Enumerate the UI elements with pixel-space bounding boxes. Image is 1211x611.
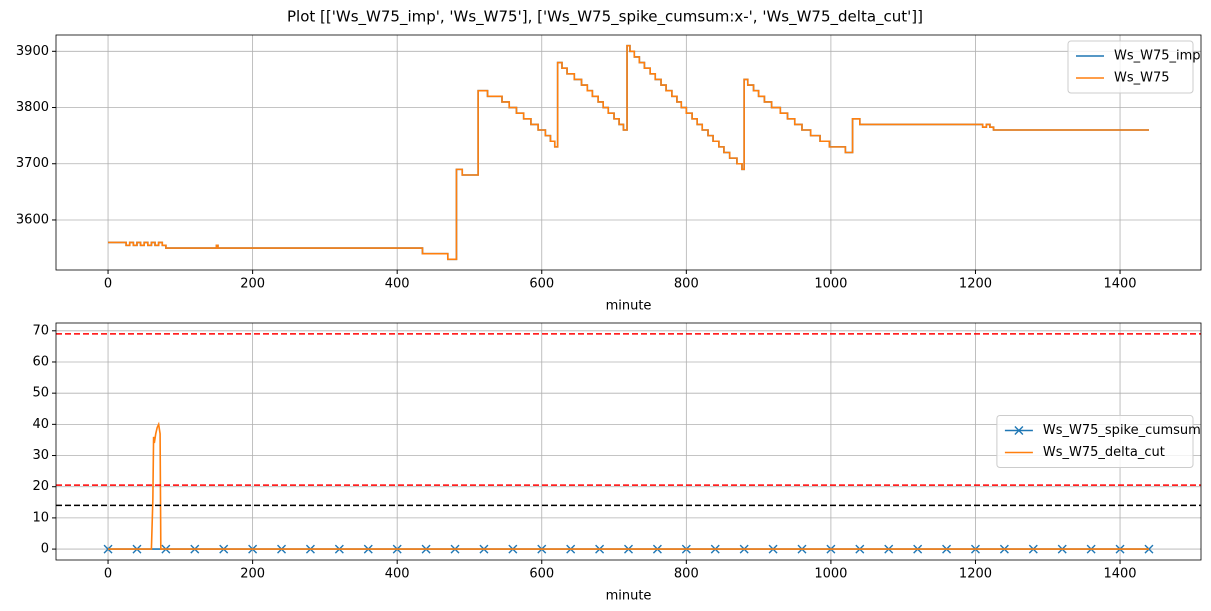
y-tick-label: 40 bbox=[32, 417, 49, 432]
y-tick-label: 3900 bbox=[16, 44, 49, 59]
x-axis-label: minute bbox=[606, 299, 652, 314]
y-tick-label: 20 bbox=[32, 479, 49, 494]
x-tick-label: 600 bbox=[529, 567, 554, 582]
y-tick-label: 60 bbox=[32, 354, 49, 369]
x-tick-label: 0 bbox=[104, 277, 112, 292]
x-tick-label: 1200 bbox=[959, 567, 992, 582]
x-tick-label: 600 bbox=[529, 277, 554, 292]
y-tick-label: 50 bbox=[32, 386, 49, 401]
x-tick-label: 0 bbox=[104, 567, 112, 582]
legend-marker bbox=[1014, 426, 1024, 435]
x-axis-label: minute bbox=[606, 589, 652, 604]
series-line bbox=[108, 44, 1149, 261]
y-tick-label: 3800 bbox=[16, 100, 49, 115]
series-line bbox=[108, 44, 1149, 261]
axes-frame bbox=[55, 322, 1202, 561]
x-tick-label: 400 bbox=[385, 277, 410, 292]
x-tick-label: 1200 bbox=[959, 277, 992, 292]
y-tick-label: 3700 bbox=[16, 156, 49, 171]
legend-label: Ws_W75_delta_cut bbox=[1043, 445, 1165, 460]
marker bbox=[103, 544, 113, 554]
legend-box bbox=[996, 415, 1194, 468]
x-tick-label: 1000 bbox=[814, 277, 847, 292]
series-line bbox=[108, 421, 1149, 550]
y-tick-label: 10 bbox=[32, 510, 49, 525]
legend-label: Ws_W75 bbox=[1114, 71, 1170, 86]
plot-area bbox=[56, 333, 1201, 554]
x-tick-label: 800 bbox=[674, 567, 699, 582]
plot-area bbox=[108, 44, 1149, 261]
y-tick-label: 3600 bbox=[16, 212, 49, 227]
legend-box bbox=[1067, 40, 1194, 94]
y-tick-label: 70 bbox=[32, 323, 49, 338]
x-tick-label: 800 bbox=[674, 277, 699, 292]
x-tick-label: 400 bbox=[385, 567, 410, 582]
y-tick-label: 0 bbox=[41, 542, 49, 557]
legend-label: Ws_W75_imp bbox=[1114, 49, 1201, 64]
y-tick-label: 30 bbox=[32, 448, 49, 463]
x-tick-label: 200 bbox=[240, 277, 265, 292]
x-tick-label: 1000 bbox=[814, 567, 847, 582]
x-tick-label: 1400 bbox=[1103, 277, 1136, 292]
x-tick-label: 1400 bbox=[1103, 567, 1136, 582]
axes-frame bbox=[55, 34, 1202, 271]
figure-title: Plot [['Ws_W75_imp', 'Ws_W75'], ['Ws_W75… bbox=[287, 8, 923, 27]
legend-label: Ws_W75_spike_cumsum bbox=[1043, 423, 1201, 438]
x-tick-label: 200 bbox=[240, 567, 265, 582]
